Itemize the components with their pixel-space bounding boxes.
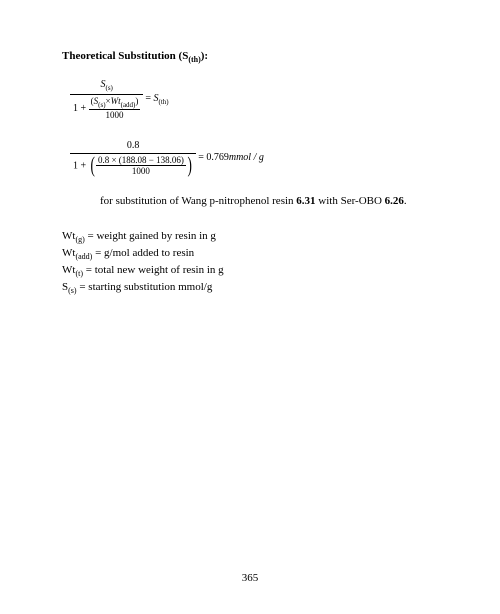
def-sub: (add) [75,252,92,261]
page-number: 365 [0,572,500,584]
heading-suffix: ): [201,50,208,62]
inner-num: 0.8 × (188.08 − 138.06) [96,155,186,167]
substitution-description: for substitution of Wang p-nitrophenol r… [100,195,448,207]
def-sym: Wt [62,230,75,242]
def-sub: (g) [75,235,84,244]
inner-num: (S(s)×Wt(add)) [89,96,141,110]
main-numerator: 0.8 [70,139,196,154]
def-sub: (s) [68,286,76,295]
section-heading: Theoretical Substitution (S(th)): [62,50,448,64]
definitions-list: Wt(g) = weight gained by resin in g Wt(a… [62,229,448,297]
inner-fraction: (S(s)×Wt(add)) 1000 [89,96,141,121]
main-denominator: 1 + ( 0.8 × (188.08 − 138.06) 1000 ) [70,154,196,178]
rhs-unit: mmol / g [229,152,264,163]
inner-den: 1000 [89,110,141,121]
heading-prefix: Theoretical Substitution (S [62,50,188,62]
def-row: Wt(t) = total new weight of resin in g [62,263,448,280]
rhs-eq: = [145,93,153,104]
formula-row: 0.8 1 + ( 0.8 × (188.08 − 138.06) 1000 )… [70,139,448,178]
inner-var2: Wt [111,96,121,106]
num-sub: (s) [106,84,113,92]
desc-suffix: . [404,195,407,207]
def-text: = g/mol added to resin [92,247,194,259]
desc-b1: 6.31 [296,195,315,207]
desc-pre: for substitution of Wang p-nitrophenol r… [100,195,296,207]
formula-numeric: 0.8 1 + ( 0.8 × (188.08 − 138.06) 1000 )… [70,139,448,178]
main-numerator: S(s) [70,78,143,94]
rhs-value: = 0.769 [198,152,229,163]
def-row: Wt(add) = g/mol added to resin [62,246,448,263]
def-sym: Wt [62,247,75,259]
def-row: Wt(g) = weight gained by resin in g [62,229,448,246]
inner-den: 1000 [96,166,186,177]
rhs: = 0.769mmol / g [198,152,264,163]
def-text: = total new weight of resin in g [83,264,224,276]
main-fraction: S(s) 1 + (S(s)×Wt(add)) 1000 [70,78,143,120]
main-denominator: 1 + (S(s)×Wt(add)) 1000 [70,95,143,121]
heading-sub: (th) [188,55,200,64]
desc-mid: with Ser-OBO [316,195,385,207]
def-text: = starting substitution mmol/g [77,281,213,293]
desc-b2: 6.26 [385,195,404,207]
inner-fraction: 0.8 × (188.08 − 138.06) 1000 [96,155,186,178]
def-sym: Wt [62,264,75,276]
den-prefix: 1 + [73,160,86,171]
rhs: = S(th) [145,93,168,106]
def-text: = weight gained by resin in g [85,230,216,242]
inner-sub2: (add) [121,100,136,108]
inner-sub1: (s) [98,100,105,108]
formula-general: S(s) 1 + (S(s)×Wt(add)) 1000 = S(th) [70,78,448,120]
den-prefix: 1 + [73,102,86,113]
formula-row: S(s) 1 + (S(s)×Wt(add)) 1000 = S(th) [70,78,448,120]
def-sub: (t) [75,269,83,278]
rhs-sub: (th) [159,98,169,106]
def-row: S(s) = starting substitution mmol/g [62,280,448,297]
main-fraction: 0.8 1 + ( 0.8 × (188.08 − 138.06) 1000 ) [70,139,196,178]
